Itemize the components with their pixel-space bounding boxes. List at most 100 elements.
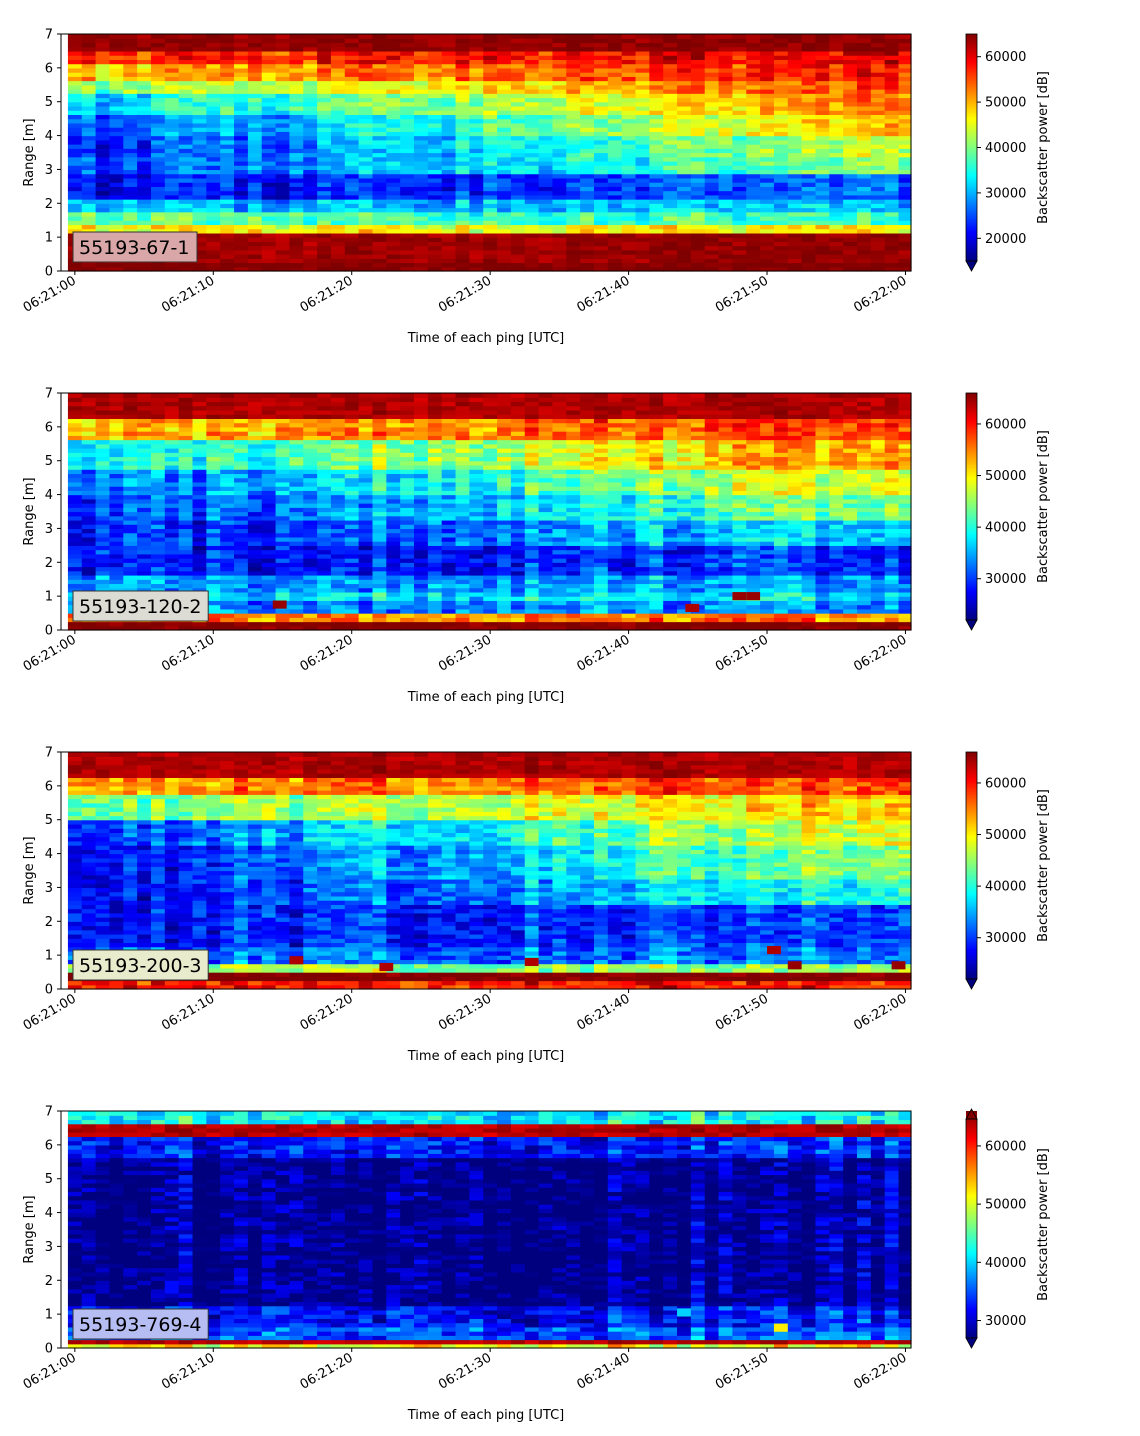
heatmap-cell — [317, 473, 332, 479]
heatmap-cell — [261, 528, 277, 534]
heatmap-cell — [663, 241, 678, 247]
heatmap-cell — [704, 131, 720, 137]
heatmap-cell — [289, 97, 304, 103]
colorbar-segment — [966, 230, 977, 234]
heatmap-cell — [552, 173, 567, 179]
heatmap-cell — [330, 114, 346, 120]
heatmap-cell — [760, 194, 775, 200]
heatmap-cell — [843, 84, 858, 90]
heatmap-cell — [123, 59, 138, 65]
heatmap-cell — [95, 405, 111, 411]
heatmap-cell — [718, 118, 734, 124]
heatmap-cell — [95, 562, 111, 568]
colorbar-segment — [966, 242, 977, 245]
heatmap-cell — [81, 110, 97, 116]
heatmap-cell — [843, 241, 858, 247]
heatmap-cell — [621, 186, 637, 192]
heatmap-cell — [358, 232, 374, 238]
heatmap-cell — [843, 237, 858, 242]
heatmap-cell — [898, 55, 912, 60]
heatmap-cell — [358, 165, 374, 171]
colorbar-segment — [966, 196, 977, 200]
heatmap-cell — [95, 173, 111, 179]
heatmap-cell — [261, 38, 277, 44]
heatmap-cell — [247, 397, 263, 403]
heatmap-cell — [773, 211, 789, 217]
heatmap-cell — [330, 545, 346, 551]
heatmap-cell — [455, 148, 470, 154]
heatmap-cell — [95, 566, 111, 572]
heatmap-cell — [580, 55, 595, 60]
heatmap-cell — [206, 232, 221, 238]
heatmap-cell — [760, 118, 775, 124]
heatmap-cell — [746, 101, 761, 107]
heatmap-cell — [330, 199, 346, 204]
heatmap-cell — [164, 583, 180, 589]
heatmap-cell — [261, 566, 277, 572]
heatmap-cell — [358, 541, 374, 546]
heatmap-cell — [150, 519, 166, 525]
heatmap-cell — [150, 469, 166, 475]
heatmap-cell — [303, 72, 318, 77]
heatmap-cell — [898, 38, 912, 44]
heatmap-cell — [358, 596, 374, 601]
heatmap-cell — [123, 536, 138, 542]
heatmap-cell — [483, 160, 498, 166]
heatmap-cell — [497, 135, 512, 141]
heatmap-cell — [303, 46, 318, 52]
heatmap-cell — [552, 144, 567, 149]
heatmap-cell — [510, 177, 526, 183]
heatmap-cell — [690, 76, 706, 82]
heatmap-cell — [400, 97, 415, 103]
heatmap-cell — [261, 152, 277, 158]
heatmap-cell — [400, 553, 415, 559]
heatmap-cell — [192, 426, 207, 432]
heatmap-cell — [787, 93, 803, 99]
heatmap-cell — [372, 190, 387, 196]
heatmap-cell — [898, 97, 912, 103]
colorbar-segment — [966, 164, 977, 167]
heatmap-cell — [635, 203, 650, 209]
heatmap-cell — [663, 245, 678, 251]
heatmap-cell — [261, 553, 277, 559]
heatmap-cell — [566, 139, 581, 145]
heatmap-cell — [67, 439, 83, 445]
heatmap-cell — [663, 148, 678, 154]
heatmap-cell — [372, 228, 387, 234]
heatmap-cell — [330, 67, 346, 73]
heatmap-cell — [386, 89, 401, 94]
heatmap-cell — [330, 498, 346, 504]
heatmap-cell — [497, 245, 512, 251]
heatmap-cell — [441, 165, 457, 171]
heatmap-cell — [510, 46, 526, 52]
heatmap-cell — [483, 67, 498, 73]
heatmap-cell — [857, 114, 872, 120]
heatmap-cell — [123, 215, 138, 221]
heatmap-cell — [220, 93, 235, 99]
heatmap-cell — [247, 549, 263, 555]
heatmap-cell — [95, 498, 111, 504]
heatmap-cell — [400, 507, 415, 513]
colorbar-tick-label: 40000 — [985, 141, 1026, 156]
heatmap-cell — [234, 237, 249, 242]
heatmap-cell — [649, 50, 664, 56]
heatmap-cell — [746, 122, 761, 128]
heatmap-cell — [372, 110, 387, 116]
heatmap-cell — [649, 42, 664, 48]
heatmap-cell — [358, 621, 374, 627]
heatmap-cell — [192, 224, 207, 230]
heatmap-cell — [123, 173, 138, 179]
heatmap-cell — [898, 203, 912, 209]
heatmap-cell — [386, 55, 401, 60]
heatmap-cell — [400, 207, 415, 213]
heatmap-cell — [95, 215, 111, 221]
heatmap-cell — [150, 110, 166, 116]
colorbar-segment — [966, 251, 977, 254]
heatmap-cell — [81, 127, 97, 132]
heatmap-cell — [857, 224, 872, 230]
heatmap-cell — [317, 203, 332, 209]
heatmap-cell — [829, 215, 844, 221]
heatmap-cell — [843, 224, 858, 230]
heatmap-cell — [206, 266, 221, 272]
heatmap-cell — [330, 249, 346, 255]
